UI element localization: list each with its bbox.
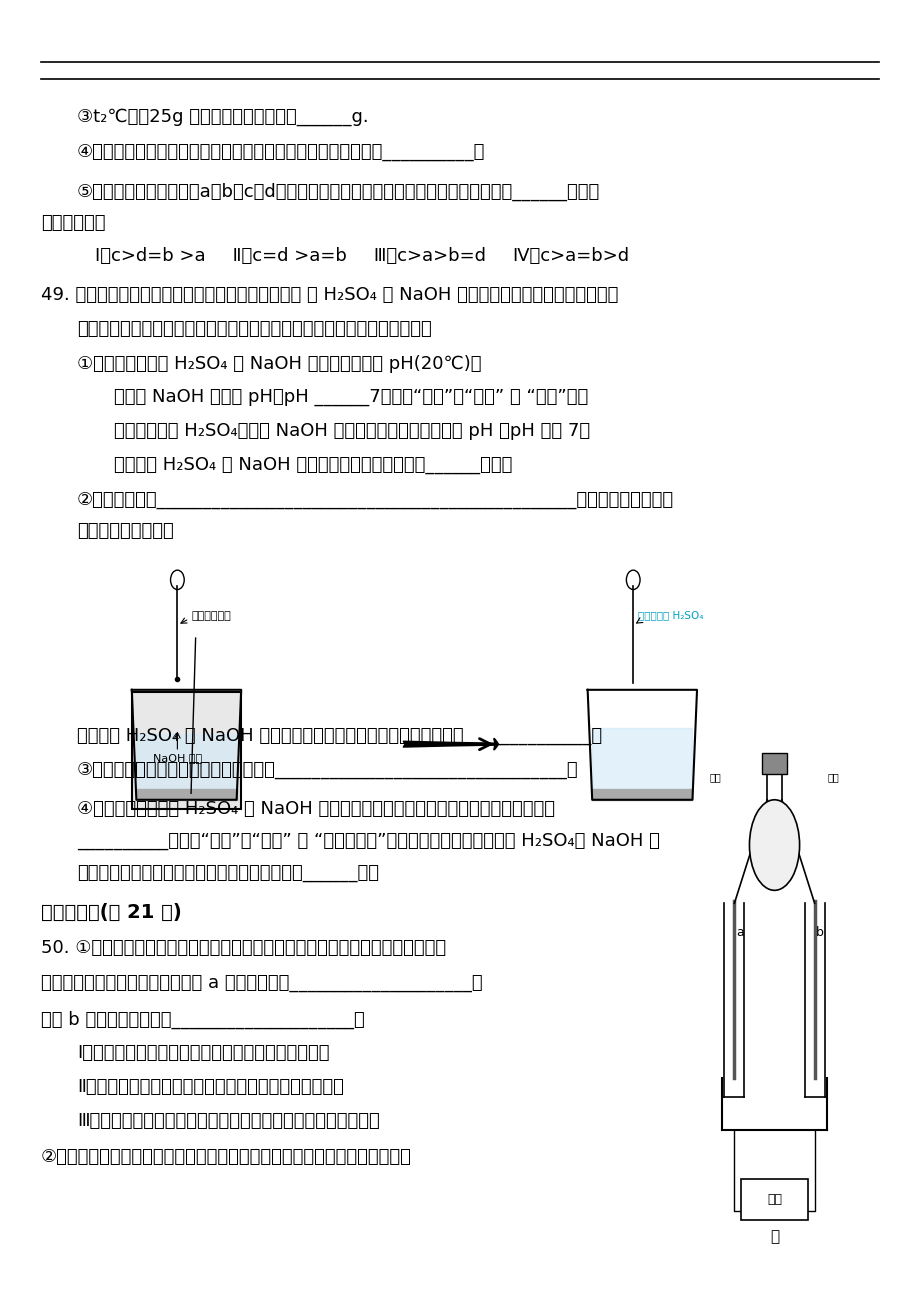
Text: ②科学家还用点燃氢气，证明燃烧产物的方法，证实了水的组成。如果将电解: ②科学家还用点燃氢气，证明燃烧产物的方法，证实了水的组成。如果将电解 <box>40 1148 411 1165</box>
Text: 液进行实验，整个实验中至少需要测定溶液温度______次。: 液进行实验，整个实验中至少需要测定溶液温度______次。 <box>77 865 379 883</box>
Text: 50. ①科学家用通电的方法使水分解，从而证明了水的组成。把水注入水电解器装: 50. ①科学家用通电的方法使水分解，从而证明了水的组成。把水注入水电解器装 <box>40 940 446 957</box>
Text: ①方案一：测定稏 H₂SO₄ 与 NaOH 溶液混合前后的 pH(20℃)。: ①方案一：测定稏 H₂SO₄ 与 NaOH 溶液混合前后的 pH(20℃)。 <box>77 354 481 372</box>
Text: __________（选填“放热”、“吸热” 或 “无热量变化”）的反应，采用同温下的稏 H₂SO₄与 NaOH 溶: __________（选填“放热”、“吸热” 或 “无热量变化”）的反应，采用同… <box>77 832 659 850</box>
Text: ③t₂℃时，25g 水中最多能溶解甲物质______g.: ③t₂℃时，25g 水中最多能溶解甲物质______g. <box>77 108 369 126</box>
Text: ④为了进一步获取稏 H₂SO₄ 与 NaOH 溶液确实发生了化学反应的证据，依据中和反应是: ④为了进一步获取稏 H₂SO₄ 与 NaOH 溶液确实发生了化学反应的证据，依据… <box>77 799 554 818</box>
Text: Ⅱ．用带火星的木条接近玻璃管尖嘴部分，慢慢打开活塞: Ⅱ．用带火星的木条接近玻璃管尖嘴部分，慢慢打开活塞 <box>77 1078 344 1096</box>
Text: ②方案二：观察______________________________________________。（根据图示实验步: ②方案二：观察_________________________________… <box>77 491 674 509</box>
Text: 甲: 甲 <box>769 1229 778 1243</box>
Text: 添加足量稀 H₂SO₄: 添加足量稀 H₂SO₄ <box>637 611 702 621</box>
Text: NaOH 溶液: NaOH 溶液 <box>153 753 202 763</box>
Text: Ⅲ．用内壁帖有澄清石灰水的烧杯罩在尖嘴上方，慢慢打开活塞: Ⅲ．用内壁帖有澄清石灰水的烧杯罩在尖嘴上方，慢慢打开活塞 <box>77 1112 380 1130</box>
Text: 电源: 电源 <box>766 1193 781 1206</box>
Text: Ⅰ．c>d=b >a  Ⅱ．c=d >a=b  Ⅲ．c>a>b=d  Ⅳ．c>a=b>d: Ⅰ．c>d=b >a Ⅱ．c=d >a=b Ⅲ．c>a>b=d Ⅳ．c>a=b>… <box>96 247 629 266</box>
Text: 检验 b 管中产物的方法是____________________。: 检验 b 管中产物的方法是____________________。 <box>40 1010 364 1029</box>
Ellipse shape <box>170 570 184 590</box>
Text: 活塞: 活塞 <box>709 772 720 783</box>
Text: 置甲中，接通直流电，可以观察到 a 管中的电极上____________________。: 置甲中，接通直流电，可以观察到 a 管中的电极上________________… <box>40 974 482 992</box>
Text: Ⅰ．用点燃的木条接近玻璃管尖嘴部分，慢慢打开活塞: Ⅰ．用点燃的木条接近玻璃管尖嘴部分，慢慢打开活塞 <box>77 1044 329 1062</box>
Text: ⑤甲物质的溶液分别处于a、b、c、d四个点时，溶液中甲的质量分数大小关系正确的是______（选填: ⑤甲物质的溶液分别处于a、b、c、d四个点时，溶液中甲的质量分数大小关系正确的是… <box>77 182 600 201</box>
Text: 八、简答题(八 21 分): 八、简答题(八 21 分) <box>40 904 181 922</box>
Ellipse shape <box>749 799 799 891</box>
Text: 测定某 NaOH 溶液的 pH，pH ______7（选填“大于”、“等于” 或 “小于”）。: 测定某 NaOH 溶液的 pH，pH ______7（选填“大于”、“等于” 或… <box>113 388 587 406</box>
Text: 将一定量的稏 H₂SO₄加入该 NaOH 溶液中，混合均匀后测定其 pH ，pH 小于 7。: 将一定量的稏 H₂SO₄加入该 NaOH 溶液中，混合均匀后测定其 pH ，pH… <box>113 422 589 440</box>
Text: 活塞: 活塞 <box>827 772 839 783</box>
Text: 49. 在研究酸和碏的化学性质时，某小组同学想证明 稏 H₂SO₄ 与 NaOH 溶液混合后，虽然仍为无色溶液，: 49. 在研究酸和碏的化学性质时，某小组同学想证明 稏 H₂SO₄ 与 NaOH… <box>40 286 618 305</box>
Text: a: a <box>735 926 743 939</box>
Text: ④要使甲物质的饱和溶液成为不饱和溶液，可采用的一种方法是__________。: ④要使甲物质的饱和溶液成为不饱和溶液，可采用的一种方法是__________。 <box>77 143 485 160</box>
Text: 下列编号）。: 下列编号）。 <box>40 214 105 232</box>
Text: 结论：稏 H₂SO₄ 与 NaOH 溶液发生了化学反应，反应的化学方程式为______________。: 结论：稏 H₂SO₄ 与 NaOH 溶液发生了化学反应，反应的化学方程式为___… <box>77 728 602 745</box>
FancyBboxPatch shape <box>761 753 787 773</box>
FancyBboxPatch shape <box>740 1178 808 1220</box>
Text: 滴加酚酞试液: 滴加酚酞试液 <box>191 611 231 621</box>
Ellipse shape <box>626 570 640 590</box>
Text: b: b <box>815 926 823 939</box>
Text: 结论：稏 H₂SO₄ 与 NaOH 溶液发生了化学反应，并且______过量。: 结论：稏 H₂SO₄ 与 NaOH 溶液发生了化学反应，并且______过量。 <box>113 456 511 474</box>
Text: 骤，概括方案要点）: 骤，概括方案要点） <box>77 522 174 539</box>
Text: 但确实发生了化学反应。请与他们一起完成实验方案的设计、实施和评价。: 但确实发生了化学反应。请与他们一起完成实验方案的设计、实施和评价。 <box>77 320 431 337</box>
Text: ③上述两个方案在设计思想上的相同点是________________________________。: ③上述两个方案在设计思想上的相同点是______________________… <box>77 760 578 779</box>
FancyBboxPatch shape <box>131 693 241 809</box>
